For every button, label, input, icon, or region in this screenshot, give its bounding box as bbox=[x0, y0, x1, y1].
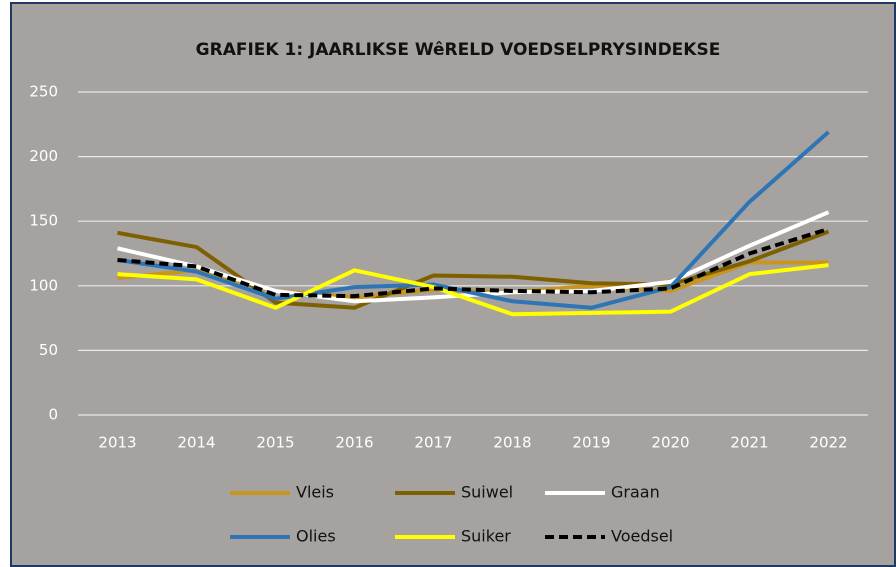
y-tick-label: 150 bbox=[29, 212, 58, 230]
y-tick-label: 200 bbox=[29, 147, 58, 165]
legend-label: Graan bbox=[611, 483, 660, 502]
series-line bbox=[117, 229, 830, 310]
series-line bbox=[117, 130, 830, 310]
series-line bbox=[117, 263, 829, 317]
legend-label: Vleis bbox=[296, 483, 334, 502]
x-tick-label: 2013 bbox=[98, 434, 136, 452]
legend-label: Voedsel bbox=[611, 527, 673, 546]
y-tick-label: 50 bbox=[39, 341, 58, 359]
x-tick-label: 2020 bbox=[651, 434, 689, 452]
legend-label: Olies bbox=[296, 527, 336, 546]
x-tick-label: 2021 bbox=[730, 434, 768, 452]
x-tick-label: 2014 bbox=[177, 434, 215, 452]
x-tick-label: 2015 bbox=[256, 434, 294, 452]
legend-label: Suiwel bbox=[461, 483, 513, 502]
x-tick-label: 2022 bbox=[809, 434, 847, 452]
x-tick-label: 2017 bbox=[414, 434, 452, 452]
y-tick-label: 0 bbox=[48, 406, 58, 424]
legend-label: Suiker bbox=[461, 527, 511, 546]
y-tick-label: 250 bbox=[29, 83, 58, 101]
x-tick-label: 2018 bbox=[493, 434, 531, 452]
x-tick-label: 2019 bbox=[572, 434, 610, 452]
x-tick-label: 2016 bbox=[335, 434, 373, 452]
y-tick-label: 100 bbox=[29, 276, 58, 294]
chart-background bbox=[10, 2, 896, 567]
chart-title: GRAFIEK 1: JAARLIKSE WêRELD VOEDSELPRYSI… bbox=[196, 40, 721, 60]
